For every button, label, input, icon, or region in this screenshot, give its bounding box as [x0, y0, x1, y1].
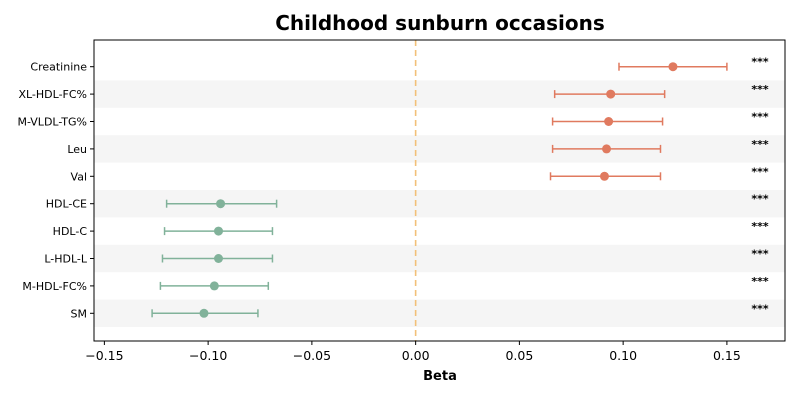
y-tick-label: Creatinine [30, 61, 87, 74]
significance-label: *** [751, 111, 769, 124]
estimate-point [214, 254, 224, 263]
significance-label: *** [751, 165, 769, 178]
y-tick-label: SM [71, 307, 87, 320]
y-tick-label: HDL-C [53, 225, 88, 238]
estimate-point [209, 281, 219, 291]
x-tick-label: −0.10 [189, 348, 227, 363]
y-tick-label: XL-HDL-FC% [18, 88, 87, 101]
estimate-point [199, 308, 209, 318]
estimate-point [606, 89, 616, 99]
x-axis-label: Beta [423, 369, 457, 384]
significance-label: *** [751, 56, 769, 69]
significance-label: *** [751, 248, 769, 261]
y-tick-label: M-HDL-FC% [22, 280, 87, 293]
x-tick-label: 0.05 [505, 348, 533, 363]
x-tick-label: −0.15 [85, 348, 123, 363]
x-axis: −0.15 −0.10 −0.05 0.00 0.05 0.10 0.15 [85, 341, 741, 363]
chart-title: Childhood sunburn occasions [275, 11, 605, 35]
x-tick-label: 0.00 [402, 348, 430, 363]
significance-label: *** [751, 138, 769, 151]
row-shade [94, 80, 785, 108]
x-tick-label: 0.10 [609, 348, 637, 363]
significance-label: *** [751, 83, 769, 96]
estimate-point [604, 117, 614, 126]
significance-label: *** [751, 275, 769, 288]
plot-frame [93, 39, 786, 342]
y-axis: Creatinine XL-HDL-FC% M-VLDL-TG% Leu Val HDL-… [17, 61, 94, 320]
estimates-layer: *** *** *** *** *** *** *** *** *** *** [151, 56, 769, 318]
x-tick-label: 0.15 [713, 348, 741, 363]
x-tick-label: −0.05 [293, 348, 331, 363]
estimate-point [214, 226, 224, 236]
estimate-point [668, 62, 678, 72]
estimate-point [599, 171, 609, 181]
significance-label: *** [751, 220, 769, 233]
row-shade [94, 135, 785, 163]
estimate-point [216, 199, 226, 209]
estimate-point [602, 144, 612, 154]
y-tick-label: Val [71, 170, 87, 183]
y-tick-label: Leu [67, 143, 87, 156]
significance-label: *** [751, 193, 769, 206]
y-tick-label: L-HDL-L [44, 253, 88, 266]
y-tick-label: HDL-CE [46, 198, 87, 211]
significance-label: *** [751, 302, 769, 315]
y-tick-label: M-VLDL-TG% [17, 116, 87, 129]
